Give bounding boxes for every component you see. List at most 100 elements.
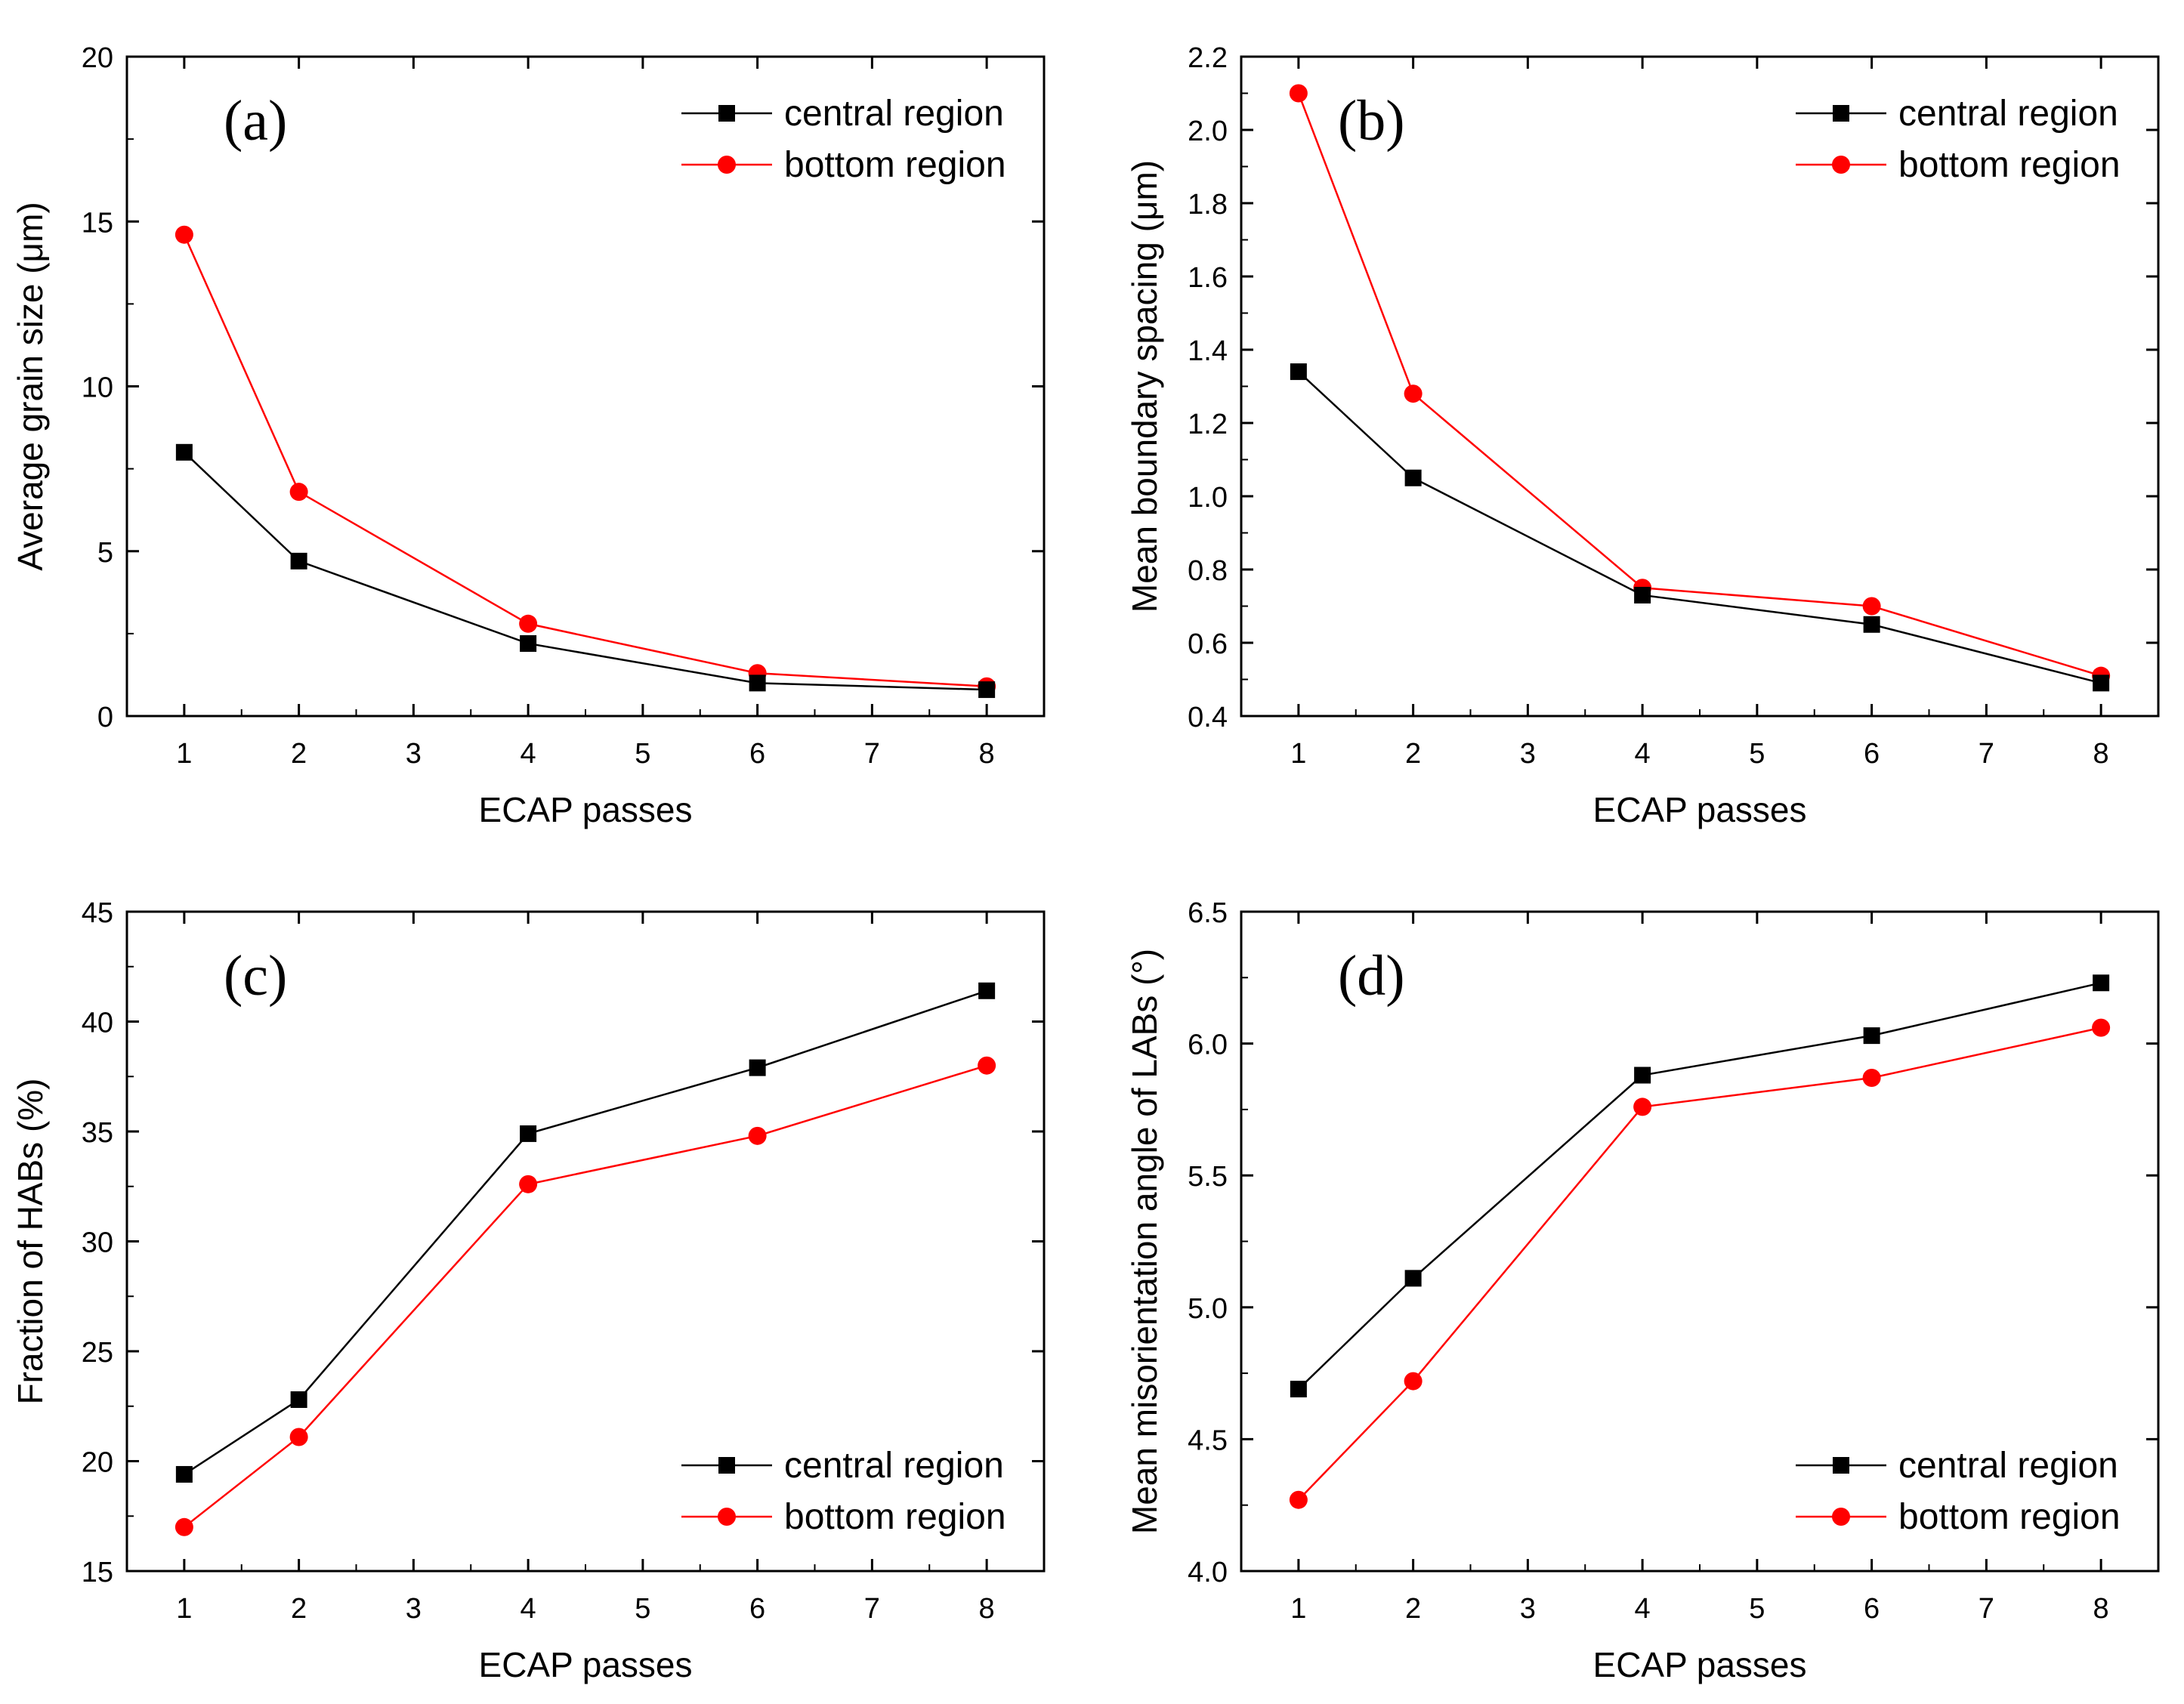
data-point-central [1634, 586, 1651, 604]
data-point-central [1290, 1381, 1307, 1398]
y-tick-label: 25 [82, 1337, 113, 1369]
x-tick-label: 4 [1635, 1593, 1651, 1625]
x-tick-label: 6 [1864, 738, 1880, 770]
data-point-bottom [519, 1175, 538, 1193]
legend-label-bottom: bottom region [784, 145, 1006, 185]
x-tick-label: 1 [176, 738, 192, 770]
y-tick-label: 40 [82, 1008, 113, 1039]
data-point-central [520, 1125, 537, 1142]
y-tick-label: 15 [82, 207, 113, 239]
x-tick-label: 1 [1290, 1593, 1306, 1625]
x-tick-label: 7 [1979, 1593, 1994, 1625]
legend-marker-square [718, 105, 735, 122]
data-point-bottom [1289, 84, 1308, 103]
y-tick-label: 4.5 [1188, 1425, 1228, 1456]
x-tick-label: 3 [406, 738, 422, 770]
x-tick-label: 7 [1979, 738, 1994, 770]
x-tick-label: 4 [1635, 738, 1651, 770]
x-tick-label: 1 [176, 1593, 192, 1625]
legend-label-central: central region [1898, 94, 2118, 134]
data-point-bottom [978, 1056, 996, 1075]
x-tick-label: 3 [1520, 738, 1536, 770]
y-tick-label: 2.0 [1188, 116, 1228, 147]
legend-label-central: central region [1898, 1446, 2118, 1486]
y-tick-label: 6.0 [1188, 1030, 1228, 1061]
data-point-central [290, 552, 307, 570]
y-tick-label: 5 [97, 537, 113, 569]
chart-panel-1: 1 2 3 4 5 6 7 8 0 5 10 15 20 ECAP passes Average grain… [11, 42, 1046, 829]
y-tick-label: 0.4 [1188, 702, 1228, 733]
series-line-bottom [1297, 1026, 2102, 1501]
x-axis-label: ECAP passes [1593, 790, 1807, 829]
series-line-central [1298, 371, 2102, 684]
x-tick-label: 1 [1290, 738, 1306, 770]
data-point-central [1863, 616, 1880, 633]
data-point-central [2093, 974, 2110, 992]
y-tick-label: 10 [82, 372, 113, 404]
data-point-central [290, 1391, 307, 1409]
y-tick-label: 0 [97, 702, 113, 733]
data-point-bottom [175, 1517, 193, 1536]
data-point-bottom [519, 614, 538, 633]
panel-label: (d) [1338, 944, 1405, 1008]
x-tick-label: 5 [1749, 738, 1765, 770]
legend-marker-circle [1832, 1508, 1850, 1526]
data-point-central [1290, 363, 1307, 381]
data-point-bottom [175, 225, 193, 244]
chart-panel-2: 1 2 3 4 5 6 7 8 0.4 0.6 0.8 1.0 1.2 1.4 1.6 1.8 2.0 2.2 EC… [1125, 42, 2160, 829]
data-point-central [978, 681, 996, 699]
y-tick-label: 5.5 [1188, 1161, 1228, 1193]
y-axis-label: Mean boundary spacing (μm) [1125, 160, 1164, 613]
legend-marker-circle [718, 156, 736, 174]
legend-label-central: central region [784, 1446, 1004, 1486]
x-tick-label: 5 [635, 738, 650, 770]
x-tick-label: 6 [749, 738, 765, 770]
x-tick-label: 4 [521, 1593, 536, 1625]
series-line-central [1298, 982, 2102, 1390]
data-point-central [1863, 1027, 1880, 1045]
data-point-bottom [289, 483, 308, 502]
x-tick-label: 6 [749, 1593, 765, 1625]
x-axis-label: ECAP passes [479, 790, 693, 829]
legend-label-central: central region [784, 94, 1004, 134]
data-point-central [175, 443, 193, 461]
x-axis-label: ECAP passes [1593, 1645, 1807, 1684]
y-tick-label: 2.2 [1188, 42, 1228, 74]
y-tick-label: 20 [82, 1447, 113, 1479]
y-tick-label: 1.0 [1188, 482, 1228, 514]
x-tick-label: 3 [406, 1593, 422, 1625]
data-point-central [978, 982, 996, 999]
data-point-bottom [1633, 1097, 1652, 1116]
data-point-central [520, 634, 537, 652]
data-point-central [749, 1059, 766, 1076]
x-tick-label: 2 [291, 738, 307, 770]
y-tick-label: 35 [82, 1117, 113, 1149]
x-tick-label: 5 [1749, 1593, 1765, 1625]
x-tick-label: 8 [979, 738, 995, 770]
data-point-bottom [748, 1126, 767, 1145]
x-tick-label: 4 [521, 738, 536, 770]
data-point-central [2093, 674, 2110, 692]
panel-label: (b) [1338, 89, 1405, 153]
legend-label-bottom: bottom region [1898, 1497, 2121, 1537]
y-tick-label: 1.2 [1188, 409, 1228, 440]
data-point-central [749, 674, 766, 692]
data-point-bottom [1404, 384, 1423, 403]
y-tick-label: 0.6 [1188, 628, 1228, 660]
y-axis-label: Average grain size (μm) [11, 202, 50, 570]
x-tick-label: 8 [979, 1593, 995, 1625]
x-tick-label: 2 [1405, 1593, 1421, 1625]
panel-label: (a) [224, 89, 287, 153]
legend-marker-square [718, 1457, 735, 1474]
data-point-bottom [2092, 1018, 2111, 1037]
x-tick-label: 3 [1520, 1593, 1536, 1625]
x-tick-label: 7 [864, 738, 880, 770]
y-tick-label: 20 [82, 42, 113, 74]
legend-marker-circle [718, 1508, 736, 1526]
y-tick-label: 6.5 [1188, 897, 1228, 929]
panel-label: (c) [224, 944, 287, 1008]
y-tick-label: 30 [82, 1227, 113, 1259]
data-point-central [1404, 469, 1422, 486]
x-tick-label: 5 [635, 1593, 650, 1625]
